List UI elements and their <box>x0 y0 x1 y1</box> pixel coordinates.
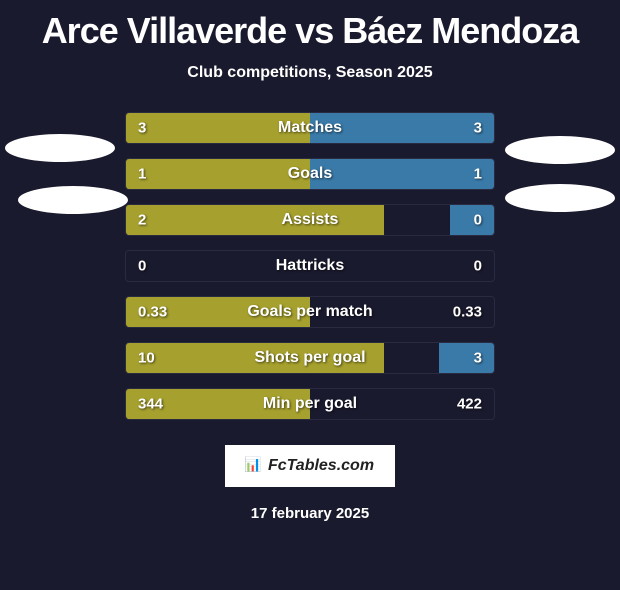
stat-value-right: 3 <box>474 120 482 137</box>
stat-value-right: 3 <box>474 350 482 367</box>
stat-value-right: 0 <box>474 258 482 275</box>
stat-label: Goals per match <box>126 303 494 321</box>
stat-row-hattricks: 0 Hattricks 0 <box>125 250 495 282</box>
stat-row-shots-per-goal: 10 Shots per goal 3 <box>125 342 495 374</box>
stat-row-goals: 1 Goals 1 <box>125 158 495 190</box>
stats-container: 3 Matches 3 1 Goals 1 2 Assists 0 0 Hatt… <box>125 112 495 420</box>
stat-value-right: 1 <box>474 166 482 183</box>
logo-box[interactable]: FcTables.com <box>225 445 395 487</box>
stat-value-right: 0 <box>474 212 482 229</box>
page-title: Arce Villaverde vs Báez Mendoza <box>0 10 620 52</box>
deco-ellipse-right-top <box>505 136 615 164</box>
stat-row-goals-per-match: 0.33 Goals per match 0.33 <box>125 296 495 328</box>
deco-ellipse-left-bottom <box>18 186 128 214</box>
stat-row-assists: 2 Assists 0 <box>125 204 495 236</box>
stat-row-min-per-goal: 344 Min per goal 422 <box>125 388 495 420</box>
stat-value-right: 0.33 <box>453 304 482 321</box>
stat-label: Shots per goal <box>126 349 494 367</box>
deco-ellipse-left-top <box>5 134 115 162</box>
stat-row-matches: 3 Matches 3 <box>125 112 495 144</box>
logo-text: FcTables.com <box>268 457 374 475</box>
page-subtitle: Club competitions, Season 2025 <box>0 64 620 82</box>
stat-label: Assists <box>126 211 494 229</box>
stat-label: Goals <box>126 165 494 183</box>
chart-icon <box>246 458 264 474</box>
stat-label: Min per goal <box>126 395 494 413</box>
deco-ellipse-right-bottom <box>505 184 615 212</box>
stat-value-right: 422 <box>457 396 482 413</box>
stat-label: Matches <box>126 119 494 137</box>
stat-label: Hattricks <box>126 257 494 275</box>
footer-date: 17 february 2025 <box>0 505 620 522</box>
